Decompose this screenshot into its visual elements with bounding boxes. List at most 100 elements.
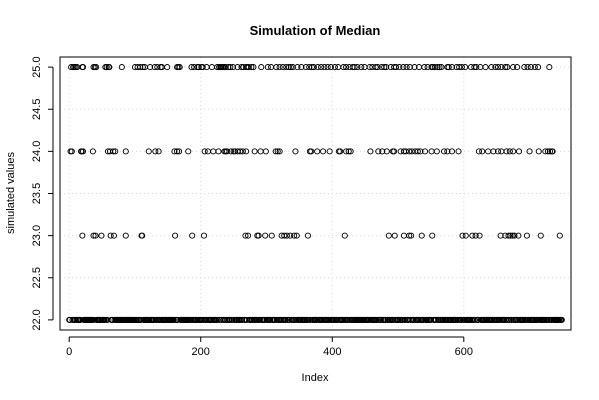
data-point [191, 64, 198, 71]
data-point [103, 64, 110, 71]
data-point [255, 232, 262, 239]
data-point [515, 148, 523, 155]
data-point [383, 64, 390, 71]
data-point [381, 64, 388, 71]
data-point [285, 64, 292, 71]
data-point [448, 148, 456, 155]
data-point [314, 148, 321, 155]
data-point [391, 148, 398, 155]
data-point [375, 148, 382, 155]
data-point [445, 64, 452, 71]
data-point [225, 64, 232, 71]
data-point [175, 148, 183, 155]
x-tick-label: 400 [323, 346, 341, 358]
data-point [358, 64, 365, 71]
data-point [479, 148, 486, 155]
data-point [544, 148, 552, 155]
data-point [308, 64, 315, 71]
data-point [459, 232, 466, 239]
data-point [482, 64, 489, 71]
data-point [248, 64, 255, 71]
data-point [208, 64, 215, 71]
data-point [320, 148, 327, 155]
data-point [331, 64, 338, 71]
data-point [497, 232, 504, 239]
data-point [155, 148, 162, 155]
data-point [377, 316, 384, 323]
data-point [152, 148, 159, 155]
data-point [340, 64, 347, 71]
data-point [112, 148, 119, 155]
data-point [488, 64, 495, 71]
data-point [283, 64, 290, 71]
data-point [337, 148, 344, 155]
data-point [549, 148, 556, 155]
data-point [172, 232, 179, 239]
data-point [372, 64, 379, 71]
data-point [256, 316, 263, 323]
data-point [92, 232, 99, 239]
data-point [327, 64, 335, 71]
data-point [139, 232, 146, 239]
data-point [188, 64, 195, 71]
data-point [351, 64, 358, 71]
data-point [507, 232, 514, 239]
data-point [293, 232, 300, 239]
data-point [122, 148, 129, 155]
data-point [458, 64, 465, 71]
data-point [204, 148, 212, 155]
data-point [403, 64, 410, 71]
data-point [526, 148, 533, 155]
data-point [396, 64, 403, 71]
y-tick-label: 25.0 [31, 56, 43, 77]
data-point [521, 64, 528, 71]
data-point [455, 148, 462, 155]
data-point [242, 232, 249, 239]
data-point [456, 64, 463, 71]
data-point [498, 148, 505, 155]
data-point [227, 64, 234, 71]
data-point [229, 316, 236, 323]
data-point [170, 316, 177, 323]
data-point [302, 64, 310, 71]
data-point [471, 64, 478, 71]
x-axis-label: Index [302, 372, 329, 384]
data-point [139, 64, 146, 71]
data-point [243, 148, 250, 155]
data-point [276, 148, 283, 155]
data-point [504, 64, 511, 71]
data-point [494, 64, 502, 71]
data-point [239, 316, 246, 323]
data-point [258, 64, 265, 71]
data-point [391, 232, 398, 239]
y-tick-label: 22.5 [31, 267, 43, 288]
data-point [546, 64, 553, 71]
data-point [264, 64, 271, 71]
data-point [506, 148, 513, 155]
data-point [506, 316, 513, 323]
y-tick-label: 24.5 [31, 99, 43, 120]
data-point [510, 64, 517, 71]
data-point [107, 232, 114, 239]
data-point [222, 64, 229, 71]
data-point [199, 64, 206, 71]
data-point [433, 148, 440, 155]
data-point [272, 148, 279, 155]
data-point [429, 232, 436, 239]
data-point [118, 64, 125, 71]
x-tick-label: 200 [192, 346, 210, 358]
y-tick-label: 22.0 [31, 309, 43, 330]
y-axis-label: simulated values [5, 152, 17, 234]
data-point [472, 232, 479, 239]
data-point [498, 64, 505, 71]
y-tick-label: 24.0 [31, 141, 43, 162]
data-point [378, 64, 385, 71]
y-tick-label: 23.5 [31, 183, 43, 204]
data-point [345, 148, 352, 155]
data-point [267, 316, 274, 323]
data-point [406, 232, 413, 239]
data-point [79, 64, 87, 71]
data-point [527, 64, 534, 71]
data-point [444, 148, 451, 155]
